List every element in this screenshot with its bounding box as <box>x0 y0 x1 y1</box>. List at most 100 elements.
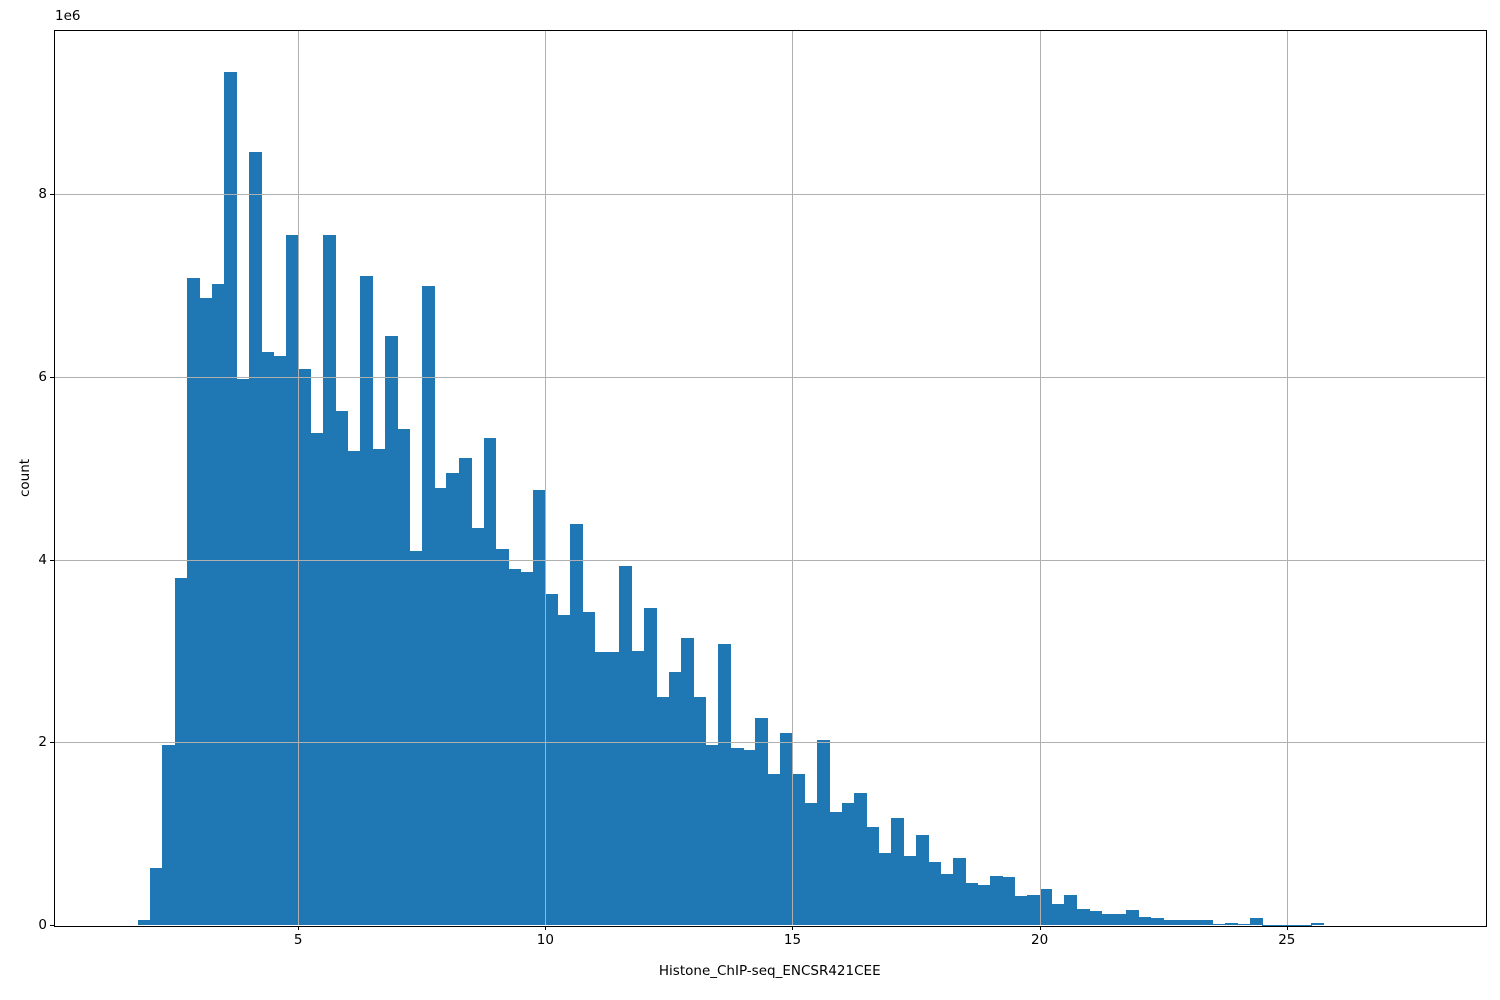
histogram-bar <box>965 882 979 925</box>
histogram-bar <box>1126 910 1139 925</box>
histogram-bar <box>434 488 447 925</box>
x-gridline <box>792 31 794 925</box>
histogram-bar <box>841 802 855 925</box>
y-axis-label: count <box>17 458 33 498</box>
x-gridline <box>1039 31 1041 925</box>
histogram-bar <box>1200 920 1214 925</box>
histogram-bar <box>1002 876 1016 925</box>
histogram-bar <box>644 607 658 925</box>
histogram-bar <box>1064 894 1078 925</box>
x-tick-mark <box>1286 926 1288 930</box>
x-tick-label: 20 <box>1031 932 1049 948</box>
histogram-bar <box>211 283 225 925</box>
histogram-bar <box>903 856 917 925</box>
histogram-bar <box>397 428 410 925</box>
histogram-bar <box>767 774 781 925</box>
histogram-bar <box>310 433 324 925</box>
histogram-bar <box>854 792 868 925</box>
y-tick-mark <box>50 194 54 195</box>
histogram-bar <box>940 873 954 925</box>
y-tick-label: 8 <box>38 186 47 202</box>
histogram-bar <box>817 739 831 925</box>
histogram-bar <box>545 594 559 925</box>
histogram-bar <box>224 72 237 925</box>
histogram-bar <box>705 744 719 925</box>
histogram-bar <box>594 651 608 925</box>
y-tick-label: 4 <box>38 551 47 568</box>
histogram-bar <box>520 572 534 925</box>
histogram-bar <box>866 827 880 925</box>
histogram-bar <box>977 884 991 925</box>
histogram-bar <box>1150 917 1164 925</box>
histogram-bar <box>285 235 299 925</box>
x-tick-mark <box>1039 926 1041 930</box>
histogram-bar <box>508 568 522 925</box>
histogram-bar <box>446 472 460 925</box>
histogram-bar <box>619 565 633 925</box>
y-tick-mark <box>50 376 54 378</box>
x-tick-mark <box>792 926 794 930</box>
x-gridline <box>545 31 547 925</box>
histogram-bar <box>1014 895 1028 925</box>
histogram-bar <box>1089 910 1102 925</box>
histogram-bar <box>1212 924 1226 925</box>
histogram-bar <box>891 818 905 925</box>
histogram-bar <box>384 335 398 925</box>
histogram-bar <box>495 549 509 925</box>
histogram-bar <box>335 411 349 925</box>
histogram-bar <box>804 803 818 925</box>
histogram-bar <box>1101 914 1115 925</box>
histogram-bar <box>730 747 744 925</box>
histogram-bar <box>990 875 1004 925</box>
histogram-bar <box>607 651 620 925</box>
histogram-bar <box>631 650 645 925</box>
x-tick-label: 15 <box>783 932 802 948</box>
histogram-bar <box>1051 903 1065 925</box>
x-axis-label: Histone_ChIP-seq_ENCSR421CEE <box>658 963 881 979</box>
histogram-bar <box>458 458 472 925</box>
histogram-bar <box>236 379 250 925</box>
histogram-bar <box>149 868 163 925</box>
x-gridline <box>298 31 300 925</box>
y-tick-label: 6 <box>38 368 47 385</box>
histogram-bar <box>1039 889 1053 925</box>
histogram-bar <box>532 490 546 925</box>
histogram-bar <box>570 523 583 925</box>
grid-layer <box>55 31 1485 925</box>
histogram-bar <box>656 696 670 925</box>
histogram-bar <box>1175 920 1189 925</box>
histogram-bar <box>743 749 756 925</box>
x-tick-label: 5 <box>293 932 303 948</box>
histogram-bar <box>199 298 213 925</box>
histogram-bar <box>186 278 200 925</box>
histogram-bar <box>248 151 262 925</box>
histogram-bar <box>693 697 707 925</box>
y-gridline <box>55 742 1485 744</box>
histogram-bar <box>792 774 806 925</box>
histogram-bar <box>668 671 682 925</box>
histogram-bar <box>298 368 312 925</box>
x-tick-label: 25 <box>1278 932 1296 948</box>
y-tick-mark <box>50 559 54 561</box>
histogram-bar <box>557 615 571 925</box>
histogram-bar <box>421 286 435 925</box>
histogram-bar <box>347 450 361 925</box>
histogram-bar <box>1187 920 1201 925</box>
histogram-bar <box>1027 894 1041 925</box>
x-tick-mark <box>545 926 547 930</box>
histogram-bar <box>1076 909 1090 925</box>
histogram-bar <box>780 733 793 925</box>
histogram-bar <box>1163 919 1177 925</box>
histogram-bar <box>1224 922 1238 925</box>
histogram-bar <box>359 276 373 925</box>
histogram-bar <box>137 919 151 925</box>
y-tick-label: 2 <box>38 734 47 751</box>
histogram-bar <box>1138 916 1152 925</box>
histogram-bar <box>1237 924 1251 925</box>
histogram-bar <box>372 448 386 925</box>
histogram-bar <box>273 355 287 925</box>
y-tick-label: 0 <box>38 917 47 933</box>
y-gridline <box>55 376 1485 378</box>
histogram-bar <box>322 235 336 925</box>
histogram-bar <box>878 852 892 925</box>
